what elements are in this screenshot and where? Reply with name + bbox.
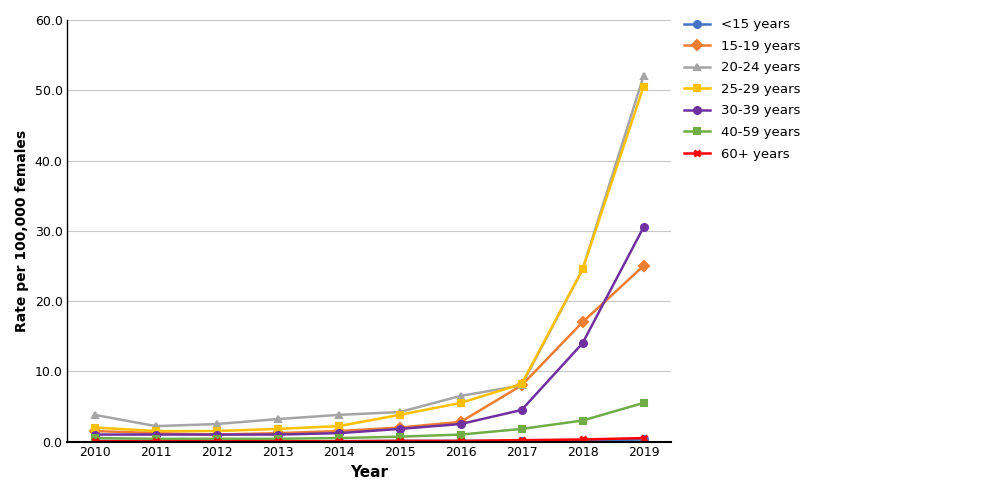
Y-axis label: Rate per 100,000 females: Rate per 100,000 females bbox=[15, 130, 29, 332]
20-24 years bbox=[393, 409, 405, 415]
40-59 years bbox=[211, 436, 223, 442]
25-29 years bbox=[393, 412, 405, 418]
Line: 60+ years: 60+ years bbox=[92, 435, 647, 445]
60+ years bbox=[211, 438, 223, 444]
<15 years bbox=[89, 438, 101, 444]
60+ years bbox=[149, 438, 161, 444]
40-59 years bbox=[333, 435, 345, 441]
<15 years bbox=[393, 438, 405, 444]
60+ years bbox=[393, 438, 405, 444]
15-19 years bbox=[516, 383, 528, 389]
20-24 years bbox=[516, 383, 528, 389]
25-29 years bbox=[637, 84, 649, 90]
25-29 years bbox=[89, 425, 101, 431]
25-29 years bbox=[454, 400, 466, 406]
15-19 years bbox=[393, 425, 405, 431]
Legend: <15 years, 15-19 years, 20-24 years, 25-29 years, 30-39 years, 40-59 years, 60+ : <15 years, 15-19 years, 20-24 years, 25-… bbox=[683, 18, 800, 160]
40-59 years bbox=[577, 418, 589, 424]
25-29 years bbox=[577, 266, 589, 272]
<15 years bbox=[637, 437, 649, 443]
Line: 30-39 years: 30-39 years bbox=[92, 224, 647, 438]
60+ years bbox=[577, 437, 589, 443]
15-19 years bbox=[149, 430, 161, 436]
40-59 years bbox=[454, 432, 466, 438]
20-24 years bbox=[454, 393, 466, 399]
30-39 years bbox=[333, 430, 345, 436]
<15 years bbox=[454, 438, 466, 444]
40-59 years bbox=[516, 426, 528, 432]
15-19 years bbox=[577, 319, 589, 325]
X-axis label: Year: Year bbox=[351, 465, 388, 480]
25-29 years bbox=[516, 381, 528, 387]
30-39 years bbox=[89, 432, 101, 438]
Line: 40-59 years: 40-59 years bbox=[92, 399, 647, 442]
60+ years bbox=[333, 438, 345, 444]
15-19 years bbox=[637, 263, 649, 269]
15-19 years bbox=[454, 419, 466, 425]
60+ years bbox=[516, 437, 528, 443]
30-39 years bbox=[577, 340, 589, 346]
15-19 years bbox=[211, 432, 223, 438]
Line: 25-29 years: 25-29 years bbox=[92, 83, 647, 435]
60+ years bbox=[454, 438, 466, 444]
<15 years bbox=[516, 438, 528, 444]
25-29 years bbox=[211, 428, 223, 434]
Line: <15 years: <15 years bbox=[92, 436, 647, 445]
20-24 years bbox=[272, 416, 284, 422]
20-24 years bbox=[577, 266, 589, 272]
20-24 years bbox=[637, 73, 649, 79]
60+ years bbox=[272, 438, 284, 444]
15-19 years bbox=[272, 430, 284, 436]
25-29 years bbox=[272, 426, 284, 432]
30-39 years bbox=[637, 224, 649, 230]
30-39 years bbox=[393, 426, 405, 432]
20-24 years bbox=[333, 412, 345, 418]
40-59 years bbox=[89, 435, 101, 441]
<15 years bbox=[333, 438, 345, 444]
<15 years bbox=[272, 438, 284, 444]
<15 years bbox=[577, 438, 589, 444]
30-39 years bbox=[516, 407, 528, 413]
25-29 years bbox=[333, 423, 345, 429]
30-39 years bbox=[211, 432, 223, 438]
30-39 years bbox=[454, 421, 466, 427]
<15 years bbox=[211, 438, 223, 444]
40-59 years bbox=[272, 436, 284, 442]
<15 years bbox=[149, 438, 161, 444]
40-59 years bbox=[393, 434, 405, 440]
60+ years bbox=[637, 435, 649, 441]
60+ years bbox=[89, 438, 101, 444]
30-39 years bbox=[272, 432, 284, 438]
20-24 years bbox=[89, 412, 101, 418]
15-19 years bbox=[333, 428, 345, 434]
40-59 years bbox=[149, 436, 161, 442]
Line: 20-24 years: 20-24 years bbox=[92, 73, 647, 430]
40-59 years bbox=[637, 400, 649, 406]
25-29 years bbox=[149, 428, 161, 434]
30-39 years bbox=[149, 432, 161, 438]
20-24 years bbox=[149, 423, 161, 429]
Line: 15-19 years: 15-19 years bbox=[92, 262, 647, 438]
15-19 years bbox=[89, 428, 101, 434]
20-24 years bbox=[211, 421, 223, 427]
